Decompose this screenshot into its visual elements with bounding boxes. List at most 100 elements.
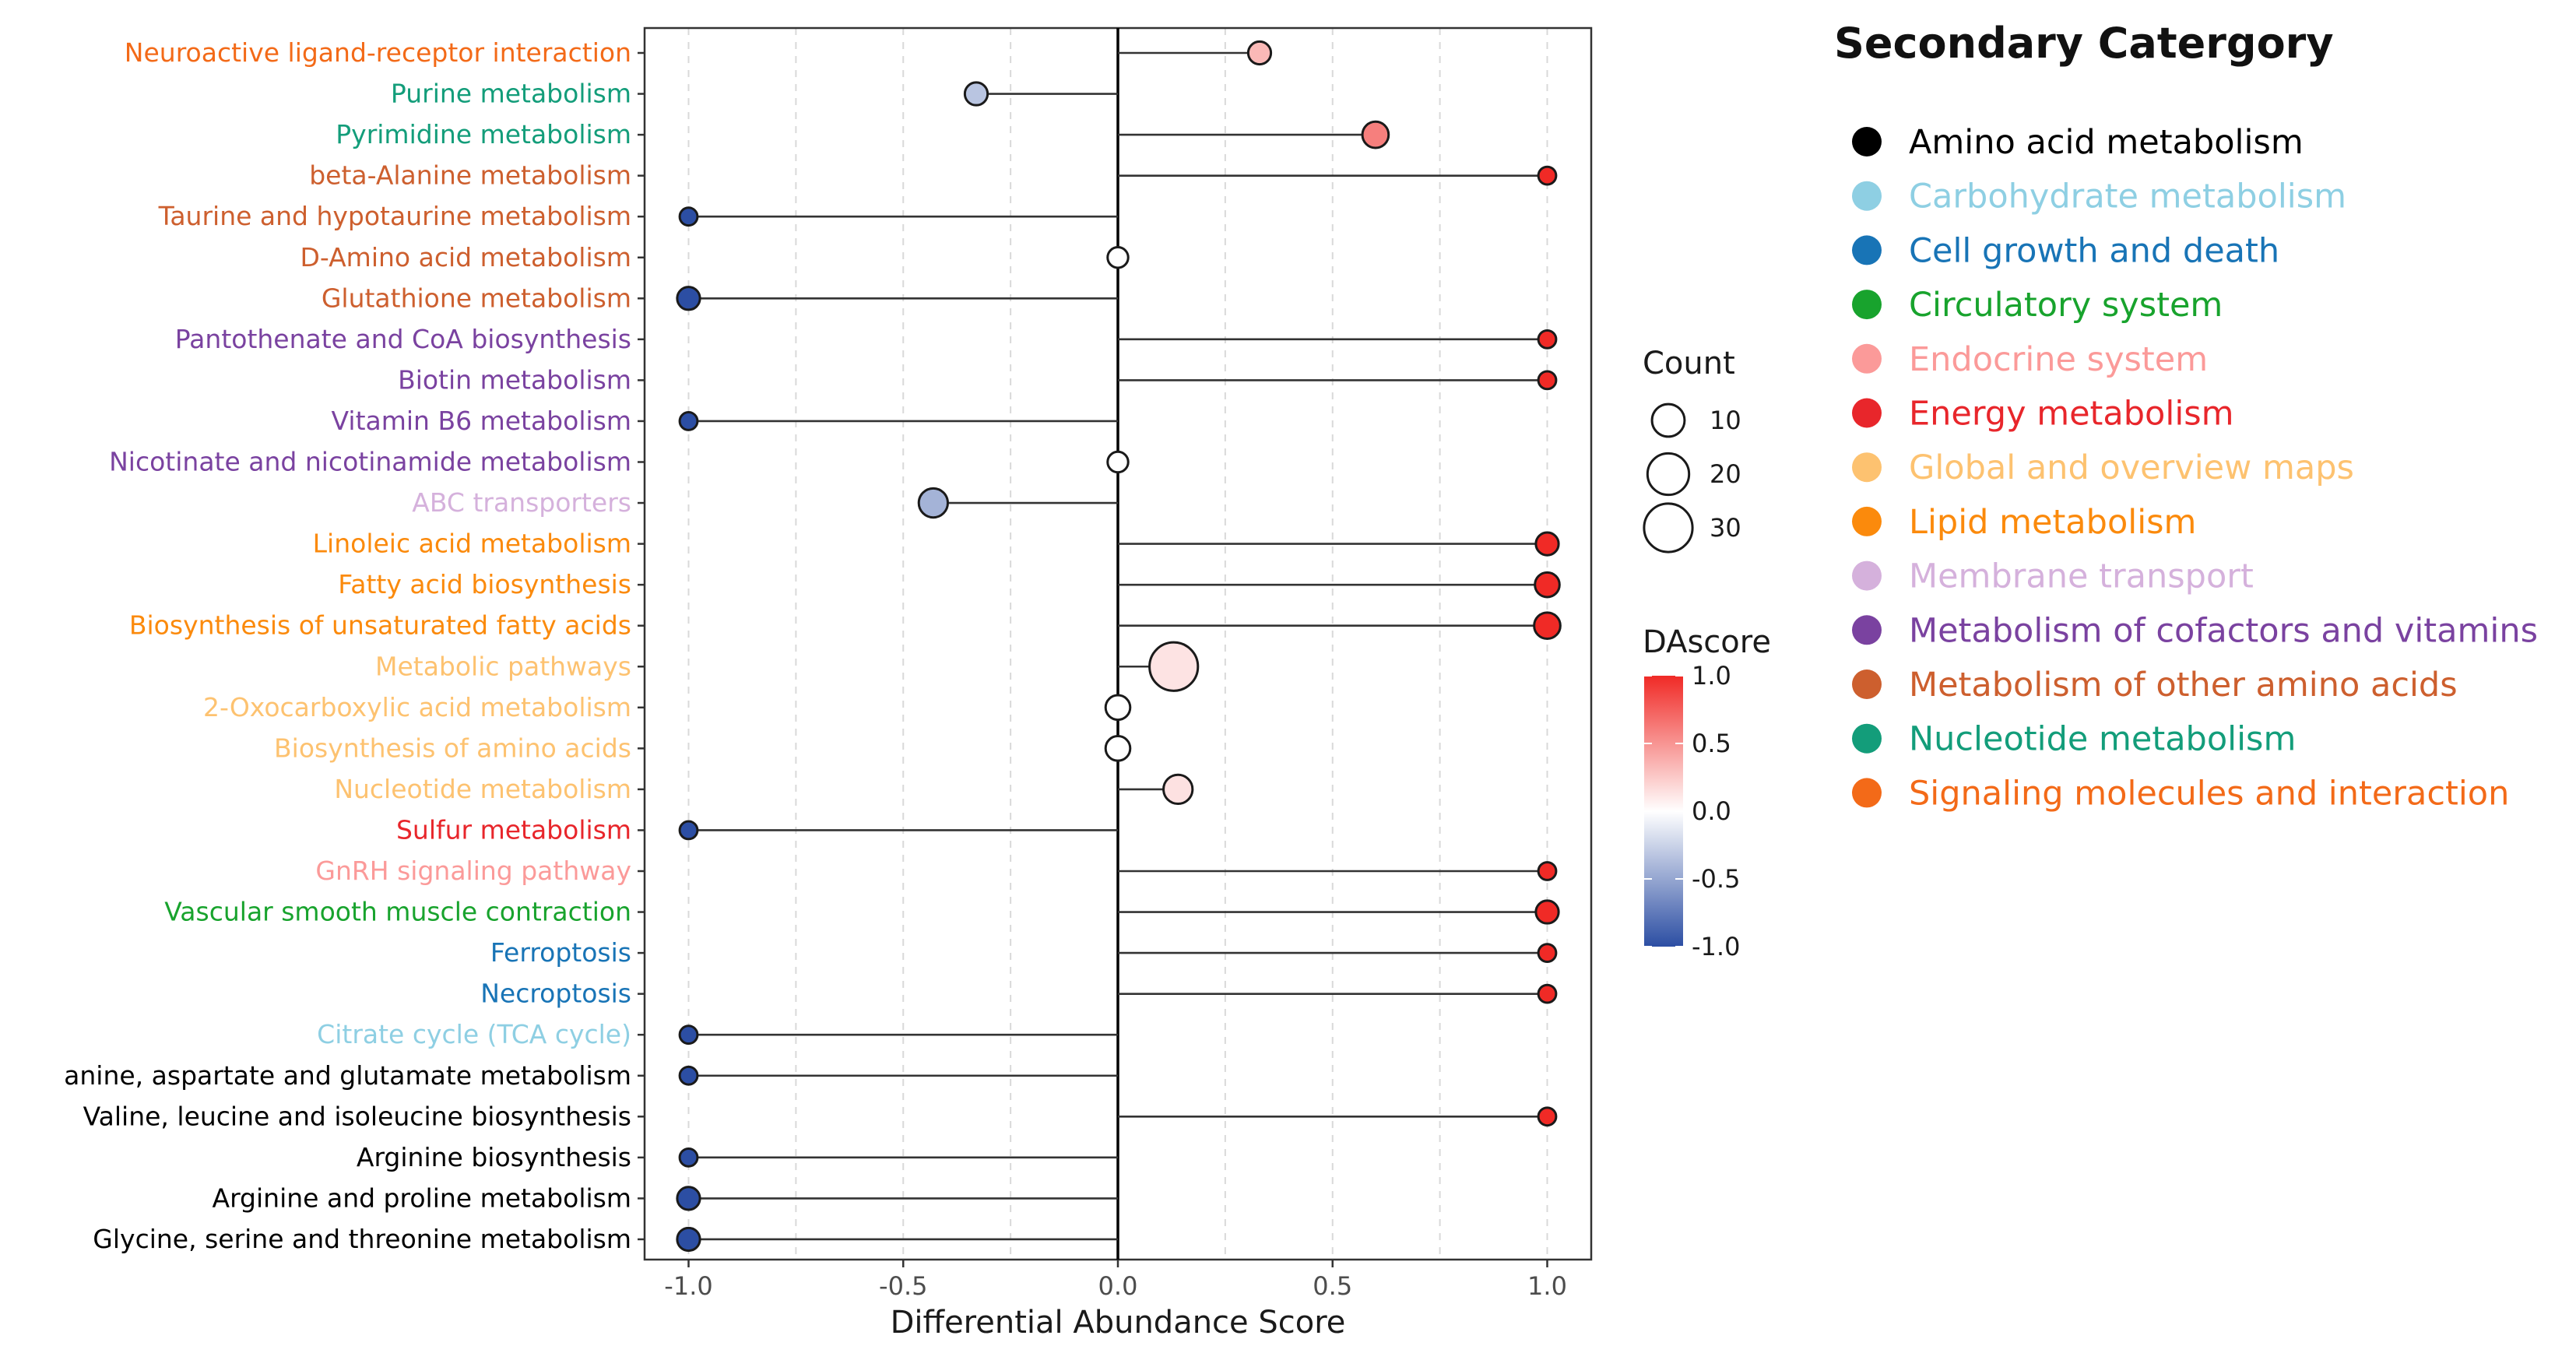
colorbar-tick-label: 0.5 <box>1692 729 1731 758</box>
dascore-colorbar-ticks: 1.0 0.5 0.0 -0.5 -1.0 <box>1644 661 1740 961</box>
pathway-label: Purine metabolism <box>391 79 631 109</box>
pathway-label: Biotin metabolism <box>398 364 631 395</box>
count-legend-circle <box>1650 402 1686 438</box>
category-legend-label: Carbohydrate metabolism <box>1909 177 2346 216</box>
lollipop-dot <box>1162 773 1194 806</box>
colorbar-tick-label: -0.5 <box>1692 864 1740 894</box>
pathway-label: D-Amino acid metabolism <box>300 242 631 272</box>
x-axis-ticks: -1.0 -0.5 0.0 0.5 1.0 <box>664 1260 1567 1301</box>
pathway-label: Fatty acid biosynthesis <box>338 569 631 599</box>
lollipop-dots <box>676 40 1562 1253</box>
count-legend-label: 30 <box>1710 513 1741 543</box>
category-legend-label: Endocrine system <box>1909 340 2208 379</box>
category-legend-title: Secondary Catergory <box>1834 19 2334 68</box>
lollipop-dot <box>678 1065 699 1086</box>
lollipop-dot <box>678 820 699 841</box>
pathway-label: Biosynthesis of unsaturated fatty acids <box>129 610 631 641</box>
count-legend-circle <box>1643 502 1694 554</box>
lollipop-dot <box>676 1226 701 1253</box>
lollipop-dot <box>1104 694 1132 722</box>
pathway-label: Vascular smooth muscle contraction <box>164 897 631 927</box>
category-legend-swatch <box>1852 398 1882 428</box>
category-legend-label: Global and overview maps <box>1909 448 2354 487</box>
category-legend-label: Metabolism of other amino acids <box>1909 666 2458 705</box>
pathway-label: Sulfur metabolism <box>396 814 631 845</box>
category-legend-swatch <box>1852 615 1882 645</box>
x-tick-label: 0.0 <box>1098 1271 1138 1301</box>
category-legend-swatch <box>1852 235 1882 265</box>
x-tick-label: 1.0 <box>1527 1271 1567 1301</box>
pathway-label: GnRH signaling pathway <box>315 856 631 886</box>
lollipop-dot <box>1537 983 1558 1004</box>
lollipop-dot <box>917 487 949 519</box>
lollipop-dot <box>676 286 701 311</box>
pathway-label: Citrate cycle (TCA cycle) <box>317 1019 631 1049</box>
lollipop-dot <box>1361 120 1390 149</box>
lollipop-dot <box>1104 735 1132 762</box>
category-legend: Secondary Catergory Amino acid metabolis… <box>1834 19 2538 813</box>
category-legend-label: Energy metabolism <box>1909 395 2234 434</box>
lollipop-dot <box>676 1186 701 1211</box>
dascore-legend: DAscore 1.0 0.5 0.0 -0.5 -1.0 <box>1643 624 1771 961</box>
lollipop-dot <box>678 206 699 227</box>
lollipop-dot <box>1534 899 1560 925</box>
pathway-label: beta-Alanine metabolism <box>309 160 631 191</box>
grid-lines <box>687 28 1548 1260</box>
pathway-labels: Neuroactive ligand-receptor interaction P… <box>64 37 645 1254</box>
dascore-legend-title: DAscore <box>1643 624 1771 660</box>
category-legend-label: Nucleotide metabolism <box>1909 720 2296 759</box>
lollipop-dot <box>678 1147 699 1168</box>
x-tick-label: -0.5 <box>879 1271 927 1301</box>
category-legend-swatch <box>1852 778 1882 808</box>
count-legend: Count 10 20 30 <box>1643 346 1741 554</box>
colorbar-tick-label: 0.0 <box>1692 796 1731 826</box>
lollipop-dot <box>1106 246 1130 269</box>
lollipop-dot <box>1534 531 1560 557</box>
category-legend-swatch <box>1852 290 1882 320</box>
pathway-label: Pyrimidine metabolism <box>336 119 631 149</box>
lollipop-dot <box>1533 611 1562 641</box>
count-legend-items: 10 20 30 <box>1643 402 1741 554</box>
category-legend-swatch <box>1852 561 1882 591</box>
category-legend-label: Lipid metabolism <box>1909 503 2196 542</box>
pathway-label: ABC transporters <box>412 487 631 518</box>
pathway-label: Pantothenate and CoA biosynthesis <box>175 324 631 354</box>
category-legend-swatch <box>1852 181 1882 211</box>
lollipop-dot <box>1537 861 1558 881</box>
colorbar-tick-label: -1.0 <box>1692 932 1740 961</box>
pathway-label: Neuroactive ligand-receptor interaction <box>125 37 631 68</box>
count-legend-title: Count <box>1643 346 1735 381</box>
pathway-label: Linoleic acid metabolism <box>313 529 631 559</box>
category-legend-swatch <box>1852 343 1882 374</box>
category-legend-items: Amino acid metabolism Carbohydrate metabo… <box>1852 123 2538 813</box>
lollipop-dot <box>678 1024 699 1046</box>
category-legend-swatch <box>1852 452 1882 483</box>
count-legend-label: 10 <box>1710 406 1741 435</box>
lollipop-dot <box>1534 571 1561 599</box>
pathway-label: Arginine biosynthesis <box>357 1142 631 1172</box>
pathway-label: Nucleotide metabolism <box>334 774 631 804</box>
x-tick-label: 0.5 <box>1313 1271 1352 1301</box>
lollipop-dot <box>1148 641 1200 692</box>
count-legend-label: 20 <box>1710 459 1741 489</box>
count-legend-circle <box>1646 452 1691 497</box>
category-legend-swatch <box>1852 506 1882 536</box>
category-legend-label: Signaling molecules and interaction <box>1909 774 2509 813</box>
lollipop-dot <box>963 81 989 107</box>
x-tick-label: -1.0 <box>664 1271 712 1301</box>
category-legend-label: Metabolism of cofactors and vitamins <box>1909 611 2538 650</box>
category-legend-label: Membrane transport <box>1909 557 2254 596</box>
pathway-label: 2-Oxocarboxylic acid metabolism <box>203 692 631 722</box>
lollipop-dot <box>1537 370 1558 391</box>
lollipop-dot <box>1246 40 1273 66</box>
colorbar-tick-label: 1.0 <box>1692 661 1731 691</box>
category-legend-swatch <box>1852 127 1882 156</box>
lollipop-dot <box>1537 329 1558 350</box>
lollipop-dot <box>1537 943 1558 963</box>
x-axis-title: Differential Abundance Score <box>891 1305 1346 1341</box>
category-legend-label: Cell growth and death <box>1909 231 2279 270</box>
lollipop-dot <box>1537 1106 1558 1127</box>
pathway-label: Taurine and hypotaurine metabolism <box>158 201 631 231</box>
category-legend-label: Amino acid metabolism <box>1909 123 2304 162</box>
